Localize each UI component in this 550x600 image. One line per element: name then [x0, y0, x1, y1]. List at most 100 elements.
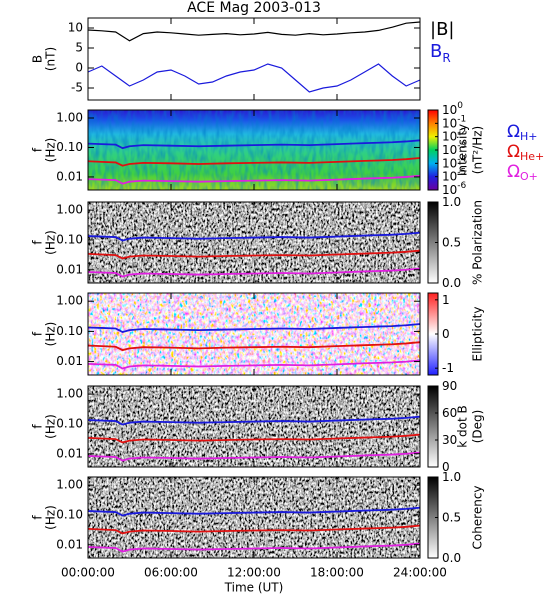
x-tick-label: 24:00:00: [393, 566, 447, 580]
colorbar-tick-label: 10-1: [442, 114, 466, 130]
colorbar-tick-base: 1: [442, 292, 450, 306]
colorbar-tick-label: 10-4: [442, 154, 467, 170]
y-tick-label: 1.00: [56, 478, 83, 492]
legend-label: ΩHe+: [507, 142, 544, 163]
y-tick-label: 0.01: [56, 446, 83, 460]
colorbar-tick-label: 90: [442, 379, 457, 393]
legend-name: Ω: [507, 142, 520, 162]
colorbar-tick-label: 1.0: [442, 195, 461, 209]
y-axis-unit: (Hz): [44, 322, 58, 347]
colorbar-tick-base: 60: [442, 406, 457, 420]
colorbar-tick-label: 1: [442, 292, 450, 306]
colorbar: [427, 385, 439, 468]
colorbar-tick-exponent: -2: [457, 127, 466, 137]
colorbar-tick-base: 0: [442, 460, 450, 474]
y-axis-label: f: [31, 331, 45, 336]
y-tick-label: 5: [75, 41, 83, 55]
legend-subscript: H+: [520, 130, 538, 143]
y-axis-label: f: [31, 240, 45, 245]
data-line: [87, 267, 421, 278]
x-tick-label: 18:00:00: [310, 566, 364, 580]
y-tick-label: 0.01: [56, 262, 83, 276]
legend-label: ΩH+: [507, 122, 538, 143]
y-tick-label: 0.10: [56, 324, 83, 338]
legend-label: BR: [430, 41, 451, 65]
colorbar-tick-exponent: -1: [457, 114, 466, 124]
colorbar-tick-base: 30: [442, 433, 457, 447]
y-tick-label: 0.10: [56, 416, 83, 430]
data-line: [87, 433, 421, 444]
colorbar-tick-base: 10: [442, 156, 457, 170]
data-line: [87, 63, 421, 93]
data-line: [87, 451, 421, 462]
colorbar-tick-label: 10-6: [442, 181, 467, 197]
x-tick-label: 06:00:00: [144, 566, 198, 580]
colorbar-tick-base: 90: [442, 379, 457, 393]
colorbar-unit: (Deg): [471, 410, 485, 444]
y-axis-label: f: [31, 424, 45, 429]
colorbar-tick-label: 0.5: [442, 510, 461, 524]
y-axis-label: f: [31, 147, 45, 152]
data-line: [87, 323, 421, 334]
y-axis-unit: (nT): [44, 47, 58, 71]
colorbar-tick-exponent: -3: [457, 141, 466, 151]
data-line: [87, 21, 421, 42]
colorbar-tick-base: 0.5: [442, 235, 461, 249]
y-axis-unit: (Hz): [44, 230, 58, 255]
y-axis-label: B: [31, 55, 45, 63]
colorbar-tick-base: 10: [442, 169, 457, 183]
colorbar-tick-label: 0.0: [442, 276, 461, 290]
legend-label: ΩO+: [507, 162, 538, 183]
colorbar-tick-exponent: 0: [457, 101, 463, 111]
data-line: [87, 231, 421, 242]
legend-name: Ω: [507, 122, 520, 142]
y-tick-label: 0.01: [56, 537, 83, 551]
colorbar-tick-base: 0.0: [442, 551, 461, 565]
y-tick-label: 10: [68, 21, 83, 35]
colorbar-tick-base: 1.0: [442, 195, 461, 209]
y-tick-label: 1.00: [56, 203, 83, 217]
x-axis-label: Time (UT): [224, 581, 284, 595]
y-axis-unit: (Hz): [44, 414, 58, 439]
colorbar-label: % Polarization: [471, 200, 485, 285]
colorbar-tick-exponent: -5: [457, 167, 466, 177]
colorbar-tick-exponent: -4: [457, 154, 466, 164]
y-tick-label: 1.00: [56, 387, 83, 401]
data-line: [87, 157, 421, 167]
colorbar-tick-label: 10-5: [442, 167, 466, 183]
data-line: [87, 415, 421, 426]
y-axis-unit: (Hz): [44, 505, 58, 530]
colorbar-label: Ellipticity: [471, 307, 485, 362]
colorbar-tick-label: 60: [442, 406, 457, 420]
y-tick-label: 0.10: [56, 507, 83, 521]
colorbar-label: k dot B: [456, 405, 470, 447]
legend-subscript: R: [442, 51, 450, 65]
colorbar-tick-label: 0: [442, 460, 450, 474]
spectrogram-background: [88, 202, 420, 283]
legend-label: |B|: [430, 19, 454, 40]
y-tick-label: 1.00: [56, 111, 83, 125]
colorbar-tick-label: 1.0: [442, 470, 461, 484]
data-line: [87, 506, 421, 517]
colorbar-tick-label: 10-2: [442, 127, 466, 143]
y-tick-label: 0.01: [56, 169, 83, 183]
data-line: [87, 139, 421, 150]
panel-frame: [87, 17, 421, 101]
colorbar-tick-base: 10: [442, 103, 457, 117]
y-axis-unit: (Hz): [44, 138, 58, 163]
y-tick-label: -5: [71, 81, 83, 95]
x-tick-label: 12:00:00: [227, 566, 281, 580]
legend-name: |B|: [430, 19, 454, 40]
spectrogram-background: [88, 386, 420, 467]
colorbar-tick-base: 0.5: [442, 510, 461, 524]
colorbar-tick-label: 0: [442, 327, 450, 341]
colorbar-unit: (nT²/Hz): [471, 126, 485, 174]
colorbar-tick-label: 0.5: [442, 235, 461, 249]
y-tick-label: 0.10: [56, 232, 83, 246]
legend-name: Ω: [507, 162, 520, 182]
data-line: [87, 524, 421, 535]
data-line: [87, 542, 421, 553]
y-tick-label: 0.10: [56, 140, 83, 154]
colorbar-tick-label: -1: [442, 361, 454, 375]
